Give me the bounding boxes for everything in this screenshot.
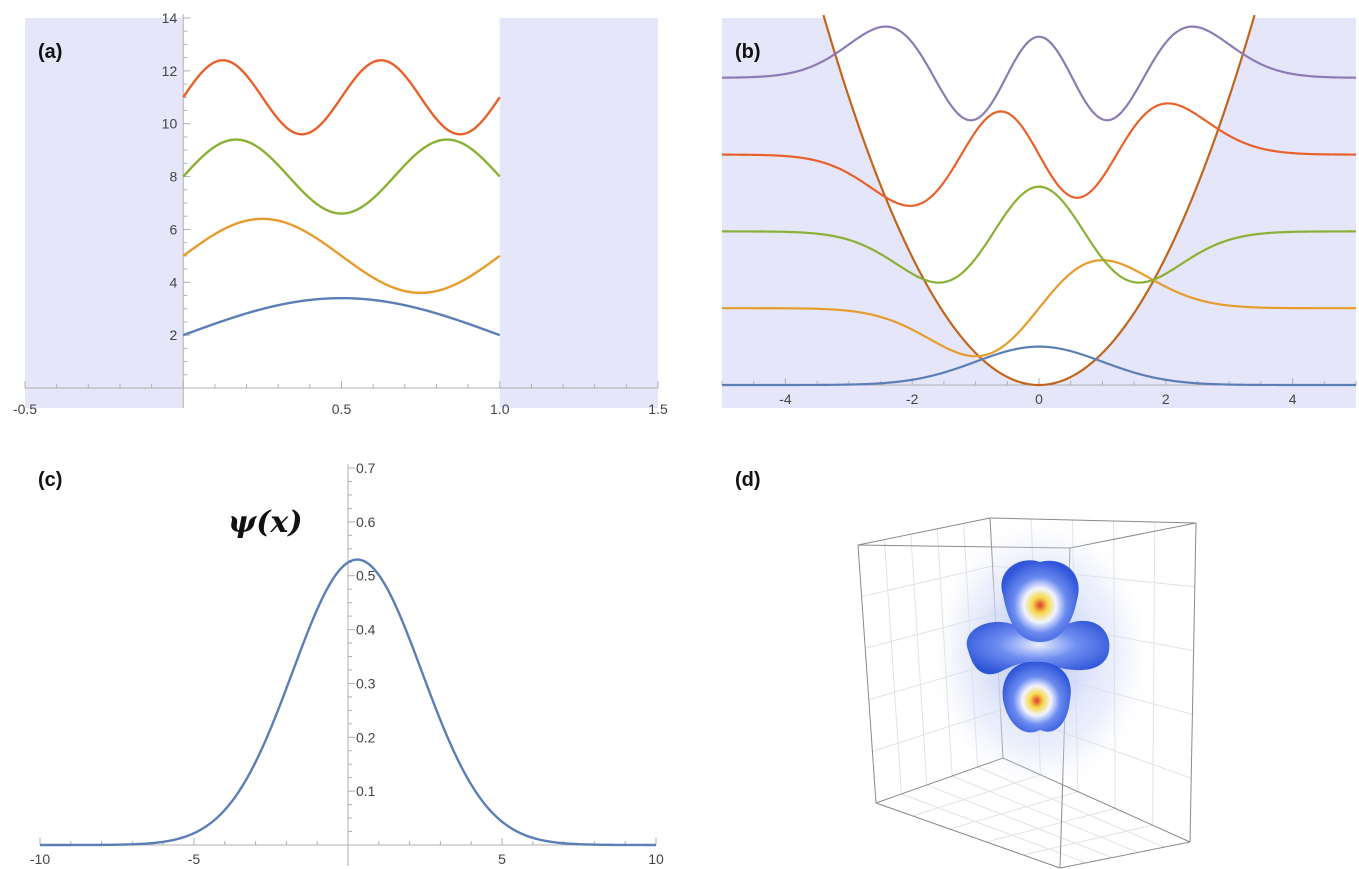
panel-a-x-tick-label: 1.0	[490, 401, 510, 417]
panel-b-series-1	[722, 259, 1356, 358]
panel-b-series-3	[721, 102, 1357, 207]
panel-c-x-tick-label: 5	[498, 851, 506, 867]
panel-a-y-tick-label: 12	[162, 63, 178, 79]
panel-d-top-lobe	[1001, 560, 1079, 642]
panel-d-grid-line	[926, 784, 1113, 859]
panel-d-orbital: (d)	[735, 469, 1197, 869]
panel-d-grid-line	[1152, 521, 1156, 826]
panel-b-x-tick-label: -4	[779, 391, 792, 407]
panel-a-series-4	[182, 59, 501, 136]
panel-a-series-3	[182, 138, 501, 215]
panel-a-wall-0	[25, 18, 184, 408]
panel-d-grid-line	[986, 807, 1116, 843]
panel-c-y-tick-label: 0.2	[356, 729, 376, 745]
panel-a-y-tick-label: 10	[162, 116, 178, 132]
panel-b-x-tick-label: 4	[1289, 391, 1297, 407]
panel-a-label: (a)	[38, 41, 62, 63]
panel-a-y-tick-label: 14	[162, 10, 178, 26]
panel-d-grid-line	[901, 793, 1087, 864]
panel-a-series-2	[182, 217, 501, 295]
panel-d-box-edge	[857, 544, 877, 804]
panel-d-box-edge	[989, 517, 1197, 524]
panel-d-box-edge	[875, 802, 1061, 869]
panel-a-y-tick-label: 4	[169, 274, 177, 290]
panel-b-potential-curve	[822, 14, 1256, 387]
panel-b-allowed-region	[722, 18, 1356, 385]
panel-a-wall-1	[499, 18, 658, 408]
panel-d-grid-line	[1023, 824, 1153, 856]
panel-a-series-1	[182, 296, 501, 337]
panel-a-x-tick-label: -0.5	[13, 401, 37, 417]
panel-d-label: (d)	[735, 469, 761, 491]
panel-c-x-tick-label: -10	[30, 851, 50, 867]
panel-d-grid-line	[910, 534, 928, 786]
panel-d-box-edge	[857, 517, 991, 546]
panel-c-ylabel: ψ(x)	[228, 505, 303, 540]
panel-d-side-lobes	[966, 620, 1110, 675]
panel-c-y-tick-label: 0.6	[356, 514, 376, 530]
panel-a-x-tick-label: 0.5	[332, 401, 352, 417]
panel-d-grid-line	[883, 539, 902, 795]
panel-b-series-4	[721, 25, 1357, 122]
panel-c-y-tick-label: 0.7	[356, 460, 376, 476]
panel-c-chart: -10 -5 5 10 0.1 0.2 0.3 0.4 0.5 0.6 0.7 (c) ψ(x)	[30, 460, 664, 867]
panel-c-y-tick-label: 0.5	[356, 568, 376, 584]
panel-b-series-2	[722, 185, 1356, 284]
panel-d-box-edge	[1189, 522, 1197, 843]
panel-c-y-tick-label: 0.3	[356, 675, 376, 691]
panel-c-y-tick-label: 0.4	[356, 622, 376, 638]
panel-a-y-tick-label: 6	[169, 221, 177, 237]
panel-c-series-psi	[40, 558, 656, 847]
panel-d-grid-line	[952, 775, 1139, 853]
panel-d-bottom-lobe	[1002, 661, 1071, 733]
panel-a-chart: -0.5 0.5 1.0 1.5 2 4 6 8 10 12 14 (a)	[13, 10, 668, 417]
panel-a-y-tick-label: 2	[169, 327, 177, 343]
panel-a-x-tick-label: 1.5	[648, 401, 668, 417]
panel-d-grid-line	[949, 791, 1078, 830]
panel-b-x-tick-label: 2	[1162, 391, 1170, 407]
panel-a-y-tick-label: 8	[169, 169, 177, 185]
panel-b-chart: -4 -2 0 2 4 (b)	[721, 14, 1357, 408]
panel-c-y-tick-label: 0.1	[356, 783, 376, 799]
panel-d-box-edge	[1059, 841, 1191, 869]
panel-c-label: (c)	[38, 469, 62, 491]
panel-b-series-0	[722, 345, 1356, 387]
panel-b-x-tick-label: 0	[1035, 391, 1043, 407]
panel-c-x-tick-label: -5	[188, 851, 201, 867]
panel-b-label: (b)	[735, 41, 761, 63]
panel-c-x-tick-label: 10	[648, 851, 664, 867]
panel-b-x-tick-label: -2	[906, 391, 919, 407]
